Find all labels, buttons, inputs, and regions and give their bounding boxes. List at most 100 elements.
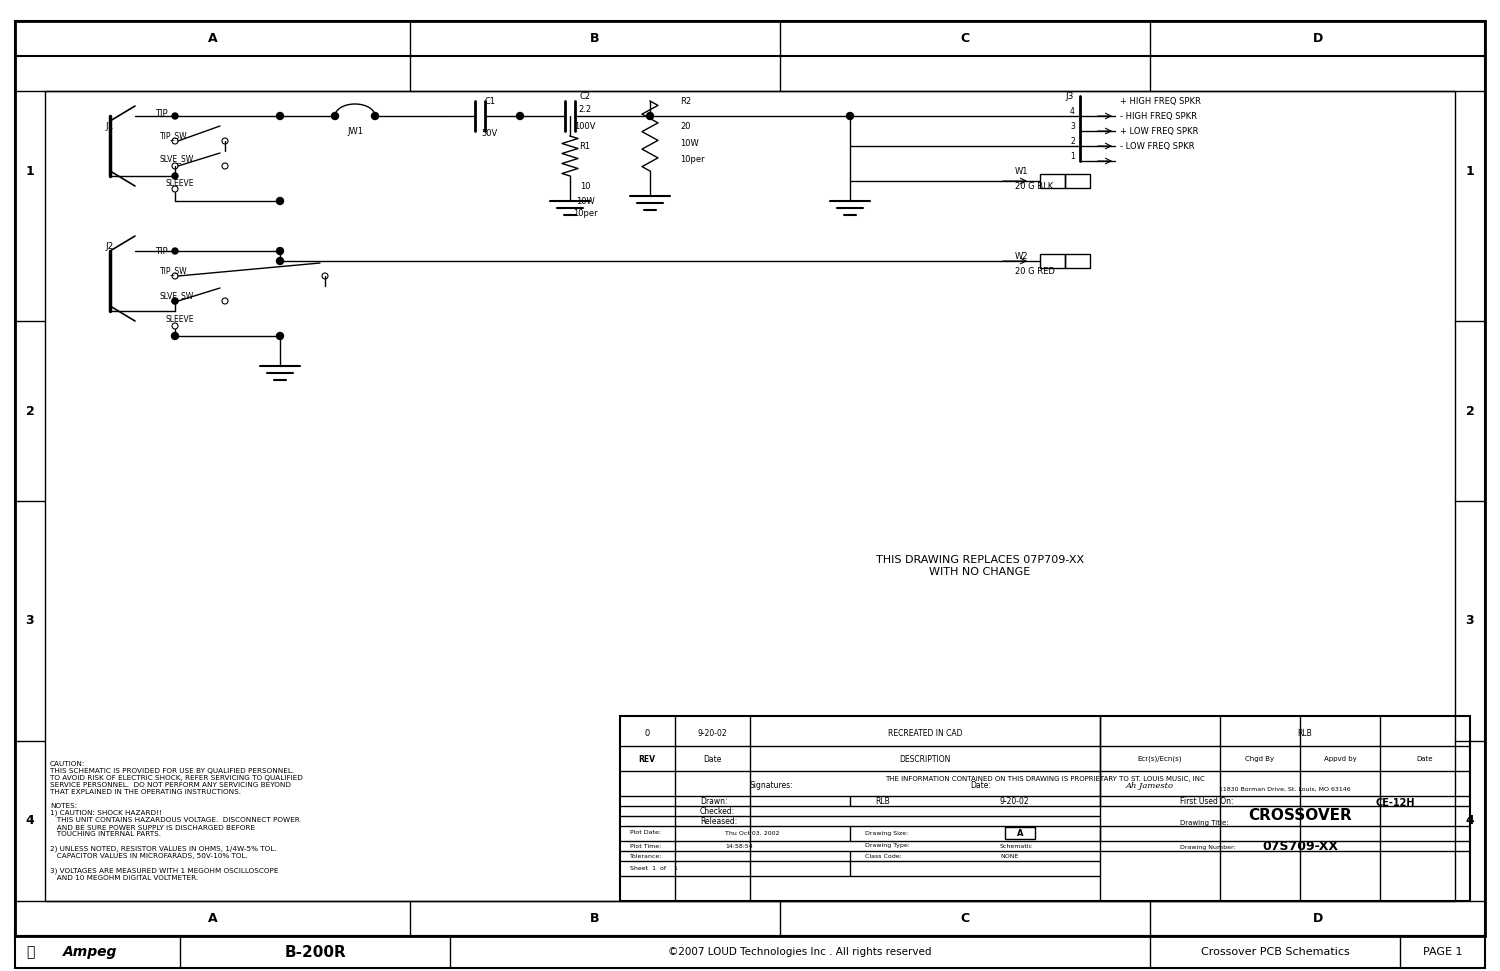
Text: 07S709-XX: 07S709-XX xyxy=(1262,840,1338,853)
Text: C1: C1 xyxy=(484,96,495,106)
Text: Plot Date:: Plot Date: xyxy=(630,830,662,835)
Text: J3: J3 xyxy=(1065,91,1074,101)
Text: 11830 Borman Drive, St. Louis, MO 63146: 11830 Borman Drive, St. Louis, MO 63146 xyxy=(1220,787,1352,791)
Text: A: A xyxy=(207,31,218,45)
Circle shape xyxy=(646,113,654,119)
Text: Thu Oct 03, 2002: Thu Oct 03, 2002 xyxy=(724,830,780,835)
Text: 3: 3 xyxy=(26,615,34,627)
Text: 0: 0 xyxy=(645,728,650,738)
Text: Ecr(s)/Ecn(s): Ecr(s)/Ecn(s) xyxy=(1137,755,1182,762)
Text: A: A xyxy=(1017,828,1023,838)
Text: Ⓜ: Ⓜ xyxy=(26,945,34,959)
Text: + LOW FREQ SPKR: + LOW FREQ SPKR xyxy=(1120,126,1198,136)
Text: Ah Jamesto: Ah Jamesto xyxy=(1126,782,1174,790)
Text: TIP_SW: TIP_SW xyxy=(160,266,188,276)
Text: D: D xyxy=(1312,31,1323,45)
Text: 10W: 10W xyxy=(680,139,699,148)
Bar xyxy=(15,936,1485,968)
Text: Appvd by: Appvd by xyxy=(1323,756,1356,762)
Text: Signatures:: Signatures: xyxy=(750,782,794,790)
Circle shape xyxy=(172,113,178,119)
Text: RLB: RLB xyxy=(1298,728,1312,738)
Text: 20 G RED: 20 G RED xyxy=(1016,266,1054,276)
Circle shape xyxy=(172,173,178,179)
Text: A: A xyxy=(207,913,218,925)
Text: 20: 20 xyxy=(680,121,690,130)
Circle shape xyxy=(516,113,524,119)
Text: 1: 1 xyxy=(1071,151,1076,160)
Text: Date:: Date: xyxy=(970,782,992,790)
Text: Released:: Released: xyxy=(700,817,738,825)
Circle shape xyxy=(276,113,284,119)
Text: B: B xyxy=(590,913,600,925)
Text: TIP_SW: TIP_SW xyxy=(160,131,188,141)
Text: Class Code:: Class Code: xyxy=(865,854,901,858)
Text: 10: 10 xyxy=(579,182,590,190)
Text: Drawing Type:: Drawing Type: xyxy=(865,844,910,849)
Text: SLVE_SW: SLVE_SW xyxy=(160,291,195,300)
Text: 1: 1 xyxy=(26,164,34,178)
Text: + HIGH FREQ SPKR: + HIGH FREQ SPKR xyxy=(1120,96,1202,106)
Text: Date: Date xyxy=(1416,756,1434,762)
Circle shape xyxy=(332,113,339,119)
Text: 2.2: 2.2 xyxy=(579,105,591,114)
Bar xyxy=(1005,827,1035,839)
Text: Tolerance:: Tolerance: xyxy=(630,854,663,858)
Text: NONE: NONE xyxy=(1000,854,1018,858)
Text: C2: C2 xyxy=(579,91,591,101)
Circle shape xyxy=(846,113,853,119)
Text: 100V: 100V xyxy=(574,121,596,130)
Text: 10per: 10per xyxy=(573,209,597,218)
Text: SLEEVE: SLEEVE xyxy=(165,179,194,187)
Bar xyxy=(1065,174,1090,188)
Text: 1: 1 xyxy=(1466,164,1474,178)
Circle shape xyxy=(276,257,284,264)
Text: 10per: 10per xyxy=(680,154,705,163)
Text: R1: R1 xyxy=(579,142,591,151)
Text: D: D xyxy=(1312,913,1323,925)
Text: Date: Date xyxy=(704,754,722,763)
Bar xyxy=(1040,174,1065,188)
Text: Sheet  1  of    1: Sheet 1 of 1 xyxy=(630,866,678,872)
Text: Drawn:: Drawn: xyxy=(700,796,727,806)
Text: C: C xyxy=(960,31,969,45)
Text: 10W: 10W xyxy=(576,196,594,206)
Bar xyxy=(1040,254,1065,268)
Text: SLEEVE: SLEEVE xyxy=(165,315,194,323)
Text: C: C xyxy=(960,913,969,925)
Text: RLB: RLB xyxy=(874,796,890,806)
Text: W1: W1 xyxy=(1016,166,1029,176)
Circle shape xyxy=(276,332,284,340)
Text: Schematic: Schematic xyxy=(1000,844,1033,849)
Text: 20 G BLK: 20 G BLK xyxy=(1016,182,1053,190)
Text: RECREATED IN CAD: RECREATED IN CAD xyxy=(888,728,963,738)
Text: 14:58:54: 14:58:54 xyxy=(724,844,753,849)
Text: 3: 3 xyxy=(1070,121,1076,130)
Text: - HIGH FREQ SPKR: - HIGH FREQ SPKR xyxy=(1120,112,1197,120)
Text: JW1: JW1 xyxy=(346,126,363,136)
Text: 4: 4 xyxy=(1070,107,1076,116)
Circle shape xyxy=(276,248,284,254)
Text: 2: 2 xyxy=(1466,405,1474,418)
Text: 3: 3 xyxy=(1466,615,1474,627)
Bar xyxy=(1065,254,1090,268)
Text: Drawing Number:: Drawing Number: xyxy=(1180,846,1236,851)
Text: REV: REV xyxy=(639,754,656,763)
Circle shape xyxy=(172,248,178,254)
Text: CAUTION:
THIS SCHEMATIC IS PROVIDED FOR USE BY QUALIFIED PERSONNEL.
TO AVOID RIS: CAUTION: THIS SCHEMATIC IS PROVIDED FOR … xyxy=(50,761,303,881)
Text: R2: R2 xyxy=(680,96,692,106)
Text: THIS DRAWING REPLACES 07P709-XX
WITH NO CHANGE: THIS DRAWING REPLACES 07P709-XX WITH NO … xyxy=(876,555,1084,577)
Text: THE INFORMATION CONTAINED ON THIS DRAWING IS PROPRIETARY TO ST. LOUIS MUSIC, INC: THE INFORMATION CONTAINED ON THIS DRAWIN… xyxy=(885,776,1204,782)
Text: - LOW FREQ SPKR: - LOW FREQ SPKR xyxy=(1120,142,1194,151)
Text: 4: 4 xyxy=(1466,815,1474,827)
Bar xyxy=(620,716,1470,901)
Bar xyxy=(45,91,1455,901)
Text: 4: 4 xyxy=(26,815,34,827)
Text: Drawing Title:: Drawing Title: xyxy=(1180,820,1228,826)
Circle shape xyxy=(372,113,378,119)
Text: Crossover PCB Schematics: Crossover PCB Schematics xyxy=(1200,947,1350,957)
Text: B-200R: B-200R xyxy=(284,945,346,959)
Text: ©2007 LOUD Technologies Inc . All rights reserved: ©2007 LOUD Technologies Inc . All rights… xyxy=(669,947,932,957)
Text: Plot Time:: Plot Time: xyxy=(630,844,662,849)
Text: 9-20-02: 9-20-02 xyxy=(1000,796,1029,806)
